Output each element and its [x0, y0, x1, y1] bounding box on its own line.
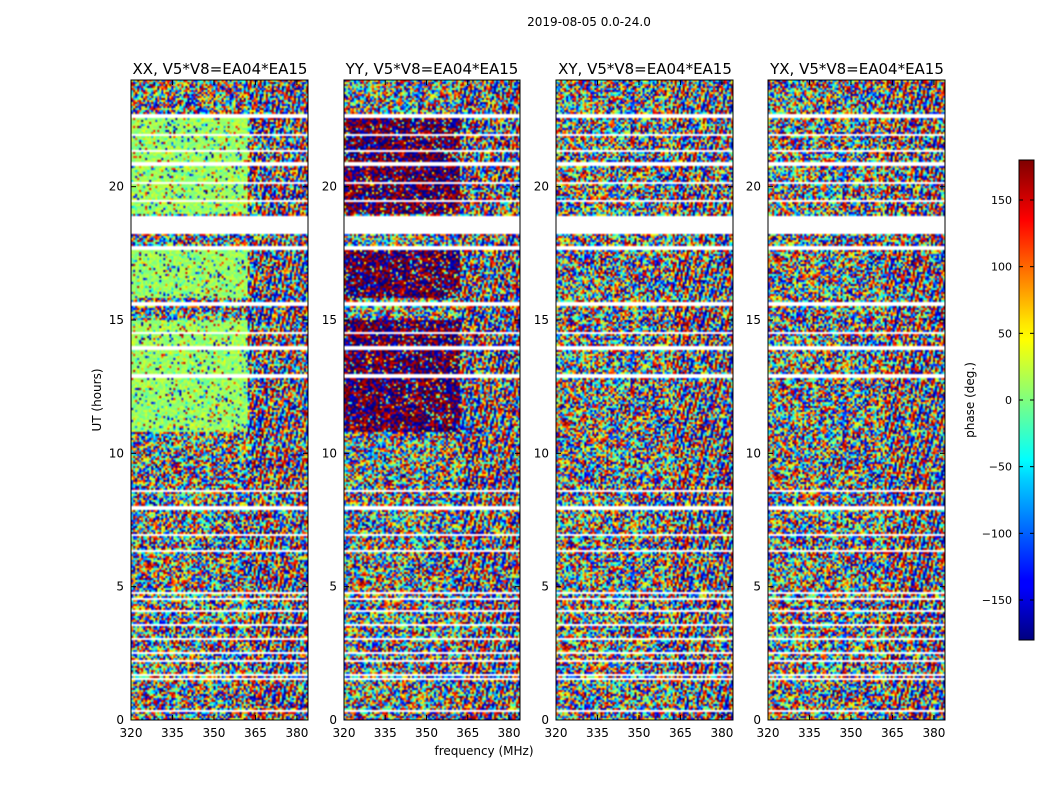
panel-xx: XX, V5*V8=EA04*EA15 320 335 350 365 380 0 5 10…: [109, 60, 309, 740]
x-tick-label: 380: [498, 726, 521, 740]
panel-xy: XY, V5*V8=EA04*EA15 320 335 350 365 380 0 5 10…: [534, 60, 734, 740]
panel-xx-frame: [130, 79, 309, 721]
x-tick-label: 380: [710, 726, 733, 740]
panel-xx-yticks: 0 5 10 15 20: [109, 180, 308, 727]
y-tick-label: 5: [541, 580, 549, 594]
y-tick-label: 5: [329, 580, 337, 594]
colorbar: 150 100 50 0 −50 −100 −150 phase (deg.): [963, 159, 1035, 641]
colorbar-tick-label: −100: [982, 527, 1012, 540]
x-tick-label: 335: [161, 726, 184, 740]
panel-xx-heatmap: [131, 80, 308, 720]
figure-title: 2019-08-05 0.0-24.0: [527, 15, 651, 29]
panel-yx-heatmap: [768, 80, 945, 720]
panel-xy-heatmap: [556, 80, 733, 720]
panel-yx: YX, V5*V8=EA04*EA15 320 335 350 365 380 0 5 10…: [746, 60, 946, 740]
y-tick-label: 20: [534, 180, 549, 194]
panel-yy-yticks: 0 5 10 15 20: [322, 180, 520, 727]
panel-xy-title: XY, V5*V8=EA04*EA15: [558, 60, 732, 78]
colorbar-ticks: 150 100 50 0 −50 −100 −150: [982, 194, 1034, 607]
y-tick-label: 10: [746, 446, 761, 460]
x-axis-label: frequency (MHz): [434, 744, 533, 758]
x-tick-label: 320: [333, 726, 356, 740]
panel-yx-frame: [767, 79, 946, 721]
y-tick-label: 10: [534, 446, 549, 460]
x-tick-label: 320: [120, 726, 143, 740]
panel-yx-yticks: 0 5 10 15 20: [746, 180, 945, 727]
y-tick-label: 5: [753, 580, 761, 594]
x-tick-label: 350: [628, 726, 651, 740]
x-tick-label: 335: [374, 726, 397, 740]
colorbar-tick-label: 50: [998, 327, 1012, 340]
x-tick-label: 350: [840, 726, 863, 740]
y-tick-label: 15: [746, 313, 761, 327]
y-tick-label: 10: [322, 446, 337, 460]
x-tick-label: 380: [285, 726, 308, 740]
x-tick-label: 350: [203, 726, 226, 740]
panel-yx-title: YX, V5*V8=EA04*EA15: [769, 60, 944, 78]
panel-xy-xticks: 320 335 350 365 380: [545, 80, 733, 740]
x-tick-label: 365: [456, 726, 479, 740]
y-tick-label: 15: [322, 313, 337, 327]
x-tick-label: 365: [244, 726, 267, 740]
x-tick-label: 335: [586, 726, 609, 740]
colorbar-label: phase (deg.): [963, 362, 977, 438]
y-tick-label: 20: [109, 180, 124, 194]
y-tick-label: 20: [322, 180, 337, 194]
x-tick-label: 335: [798, 726, 821, 740]
x-tick-label: 365: [669, 726, 692, 740]
y-axis-label: UT (hours): [90, 368, 104, 431]
panel-yy-title: YY, V5*V8=EA04*EA15: [345, 60, 519, 78]
y-tick-label: 20: [746, 180, 761, 194]
colorbar-tick-label: 0: [1005, 394, 1012, 407]
panel-yx-xticks: 320 335 350 365 380: [757, 80, 945, 740]
panel-xx-xticks: 320 335 350 365 380: [120, 80, 308, 740]
y-tick-label: 0: [116, 713, 124, 727]
x-tick-label: 320: [757, 726, 780, 740]
y-tick-label: 0: [329, 713, 337, 727]
colorbar-tick-label: 100: [991, 261, 1012, 274]
x-tick-label: 320: [545, 726, 568, 740]
panel-yy-heatmap: [344, 80, 520, 720]
colorbar-tick-label: −50: [989, 461, 1012, 474]
colorbar-tick-label: 150: [991, 194, 1012, 207]
panel-yy: YY, V5*V8=EA04*EA15 320 335 350 365 380 0 5 10…: [322, 60, 521, 740]
panel-xy-frame: [555, 79, 734, 721]
x-tick-label: 350: [415, 726, 438, 740]
panel-yy-xticks: 320 335 350 365 380: [333, 80, 521, 740]
colorbar-tick-label: −150: [982, 594, 1012, 607]
panel-xy-yticks: 0 5 10 15 20: [534, 180, 733, 727]
y-tick-label: 5: [116, 580, 124, 594]
panel-yy-frame: [343, 79, 521, 721]
y-tick-label: 0: [753, 713, 761, 727]
y-tick-label: 10: [109, 446, 124, 460]
x-tick-label: 380: [922, 726, 945, 740]
x-tick-label: 365: [881, 726, 904, 740]
y-tick-label: 15: [109, 313, 124, 327]
y-tick-label: 15: [534, 313, 549, 327]
panel-xx-title: XX, V5*V8=EA04*EA15: [133, 60, 308, 78]
y-tick-label: 0: [541, 713, 549, 727]
